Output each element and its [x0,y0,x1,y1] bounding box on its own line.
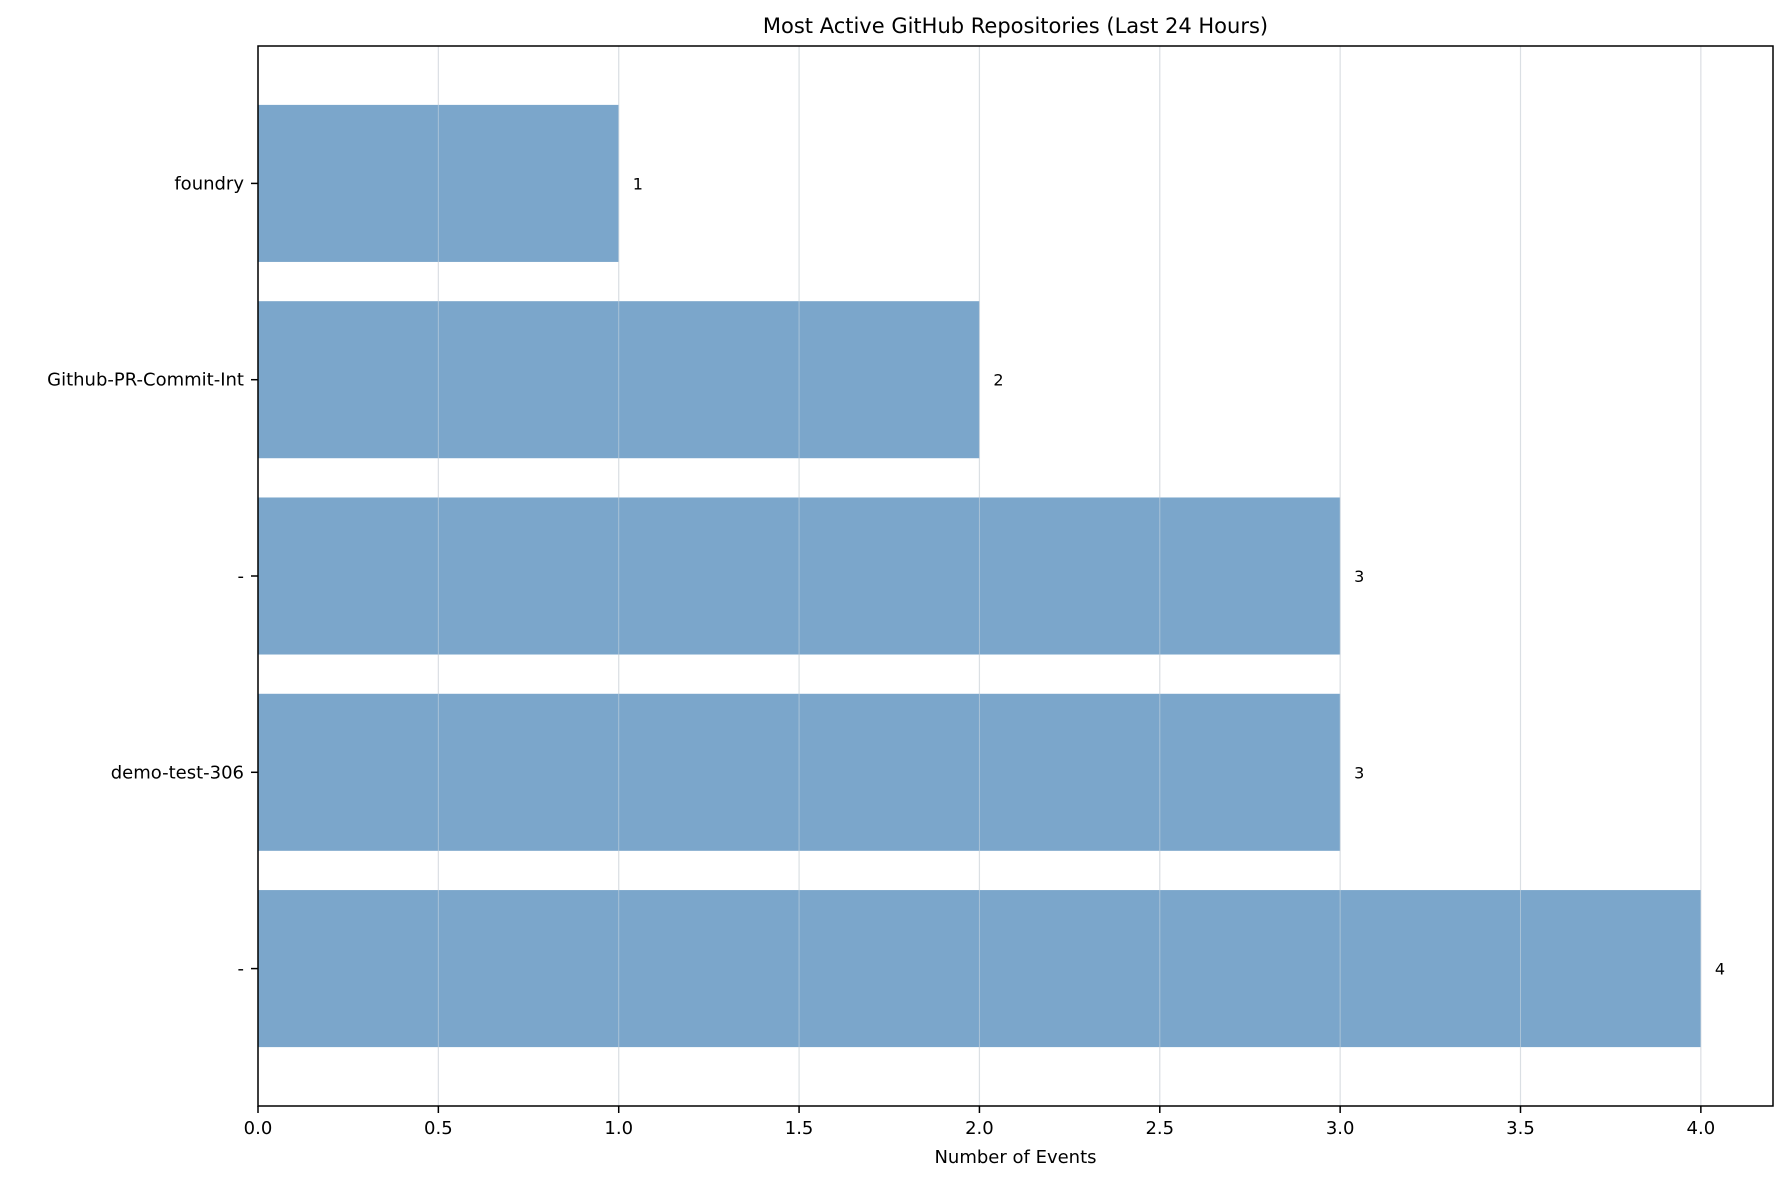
y-tick-label: Github-PR-Commit-Int [47,370,244,391]
x-axis-label: Number of Events [934,1147,1096,1168]
y-tick-label: demo-test-306 [111,762,244,783]
x-axis: 0.0 0.5 1.0 1.5 2.0 2.5 3.0 3.5 4.0 [244,1106,1715,1139]
x-tick-label: 4.0 [1687,1118,1716,1139]
x-tick-label: 2.5 [1145,1118,1174,1139]
x-tick-label: 0.5 [424,1118,453,1139]
x-tick-label: 2.0 [965,1118,994,1139]
x-tick-label: 3.0 [1326,1118,1355,1139]
y-tick-label: - [238,959,245,980]
x-tick-label: 0.0 [244,1118,273,1139]
x-tick-label: 1.0 [604,1118,633,1139]
y-tick-label: - [238,566,245,587]
x-tick-label: 3.5 [1506,1118,1535,1139]
data-label: 3 [1354,567,1364,586]
data-label: 1 [633,174,643,193]
data-labels-layer: 1 2 3 3 4 [437,46,1725,1106]
data-label: 4 [1715,960,1725,979]
y-axis: foundry Github-PR-Commit-Int - demo-test-30… [47,173,258,980]
x-tick-label: 1.5 [785,1118,814,1139]
data-label: 3 [1354,763,1364,782]
data-label: 2 [993,371,1003,390]
chart-title: Most Active GitHub Repositories (Last 24… [763,14,1268,38]
y-tick-label: foundry [174,173,244,194]
